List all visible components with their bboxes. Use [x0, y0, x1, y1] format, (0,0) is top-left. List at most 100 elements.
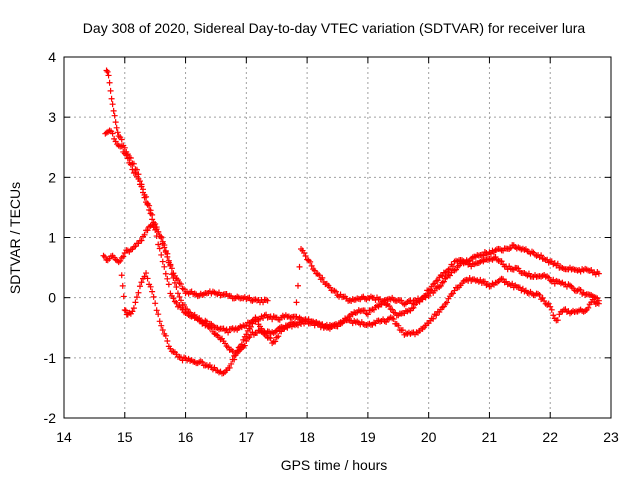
data-point — [111, 112, 118, 119]
data-point — [241, 342, 248, 349]
data-point — [173, 283, 180, 290]
data-point — [146, 206, 153, 213]
data-point — [127, 161, 134, 168]
data-point — [143, 270, 150, 277]
data-point — [302, 253, 309, 260]
data-point — [509, 280, 516, 287]
data-point — [118, 136, 125, 143]
data-point — [550, 312, 557, 319]
data-point — [149, 288, 156, 295]
data-point — [548, 306, 555, 313]
data-point — [174, 290, 181, 297]
data-point — [118, 272, 125, 279]
data-point — [153, 307, 160, 314]
data-point — [164, 253, 171, 260]
track-2 — [102, 127, 602, 336]
data-point — [243, 331, 250, 338]
data-point — [554, 260, 561, 267]
data-point — [267, 335, 274, 342]
data-point — [177, 297, 184, 304]
data-point — [138, 237, 145, 244]
data-point — [595, 270, 602, 277]
x-tick-label: 15 — [117, 429, 133, 445]
data-point — [308, 262, 315, 269]
data-point — [147, 283, 154, 290]
data-point — [443, 299, 450, 306]
data-point — [121, 144, 128, 151]
data-point — [152, 300, 159, 307]
data-point — [364, 311, 371, 318]
data-point — [310, 318, 317, 325]
y-axis-label: SDTVAR / TECUs — [7, 182, 23, 294]
data-point — [133, 294, 140, 301]
data-point — [150, 293, 157, 300]
data-point — [200, 319, 207, 326]
data-point — [294, 282, 301, 289]
data-point — [141, 231, 148, 238]
data-point — [141, 194, 148, 201]
data-point — [162, 247, 169, 254]
data-point — [500, 276, 507, 283]
data-point — [539, 294, 546, 301]
data-marks — [100, 67, 602, 377]
data-point — [291, 319, 298, 326]
data-point — [164, 338, 171, 345]
data-point — [156, 245, 163, 252]
data-point — [132, 169, 139, 176]
x-tick-label: 16 — [178, 429, 194, 445]
data-point — [332, 288, 339, 295]
data-point — [135, 289, 142, 296]
data-point — [165, 281, 172, 288]
data-point — [130, 305, 137, 312]
data-point — [433, 312, 440, 319]
x-tick-label: 18 — [299, 429, 315, 445]
data-point — [162, 332, 169, 339]
data-point — [159, 258, 166, 265]
data-point — [247, 323, 254, 330]
data-point — [197, 317, 204, 324]
data-point — [477, 276, 484, 283]
y-tick-label: 1 — [48, 230, 56, 246]
data-point — [440, 278, 447, 285]
data-point — [422, 292, 429, 299]
data-point — [536, 292, 543, 299]
data-point — [296, 263, 303, 270]
data-point — [167, 262, 174, 269]
data-point — [144, 201, 151, 208]
y-tick-label: 4 — [48, 49, 56, 65]
data-point — [181, 286, 188, 293]
data-point — [176, 293, 183, 300]
data-point — [449, 263, 456, 270]
y-tick-label: 2 — [48, 169, 56, 185]
data-point — [162, 270, 169, 277]
data-point — [226, 364, 233, 371]
data-point — [264, 297, 271, 304]
data-point — [234, 350, 241, 357]
data-point — [140, 189, 147, 196]
data-point — [399, 327, 406, 334]
data-point — [487, 250, 494, 257]
data-point — [498, 258, 505, 265]
data-point — [120, 253, 127, 260]
data-point — [121, 306, 128, 313]
data-point — [113, 124, 120, 131]
data-point — [110, 107, 117, 114]
track-3 — [100, 221, 602, 359]
data-point — [158, 322, 165, 329]
data-point — [316, 272, 323, 279]
y-tick-label: 3 — [48, 109, 56, 125]
data-point — [481, 278, 488, 285]
data-point — [144, 275, 151, 282]
data-point — [260, 327, 267, 334]
data-point — [108, 95, 115, 102]
data-point — [136, 283, 143, 290]
data-point — [101, 253, 108, 260]
data-point — [437, 282, 444, 289]
data-point — [243, 322, 250, 329]
data-point — [130, 160, 137, 167]
x-tick-label: 14 — [56, 429, 72, 445]
data-point — [114, 129, 121, 136]
data-point — [170, 295, 177, 302]
data-point — [164, 275, 171, 282]
x-tick-label: 23 — [603, 429, 619, 445]
